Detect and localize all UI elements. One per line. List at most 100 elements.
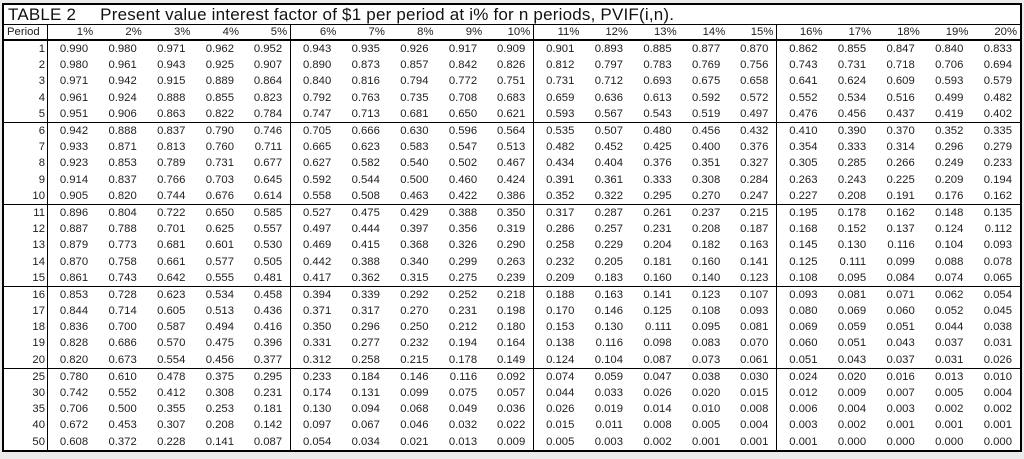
pvif-value-cell: 0.906 bbox=[108, 107, 137, 120]
pvif-value-cell: 0.232 bbox=[400, 337, 429, 350]
pvif-value-cell: 0.434 bbox=[533, 155, 583, 172]
pvif-value-cell: 0.004 bbox=[983, 387, 1012, 400]
pvif-value-cell: 0.516 bbox=[886, 91, 915, 104]
pvif-value-cell: 0.557 bbox=[253, 223, 283, 236]
pvif-value-cell: 0.215 bbox=[400, 353, 429, 366]
pvif-value-cell: 0.552 bbox=[776, 89, 826, 106]
table-title: TABLE 2 Present value interest factor of … bbox=[4, 5, 1020, 25]
pvif-value-cell: 0.317 bbox=[351, 305, 380, 318]
pvif-value-cell: 0.714 bbox=[108, 305, 137, 318]
pvif-value-cell: 0.046 bbox=[400, 419, 429, 432]
pvif-value-cell: 0.001 bbox=[935, 419, 964, 432]
table-row: 5 0.951 0.906 0.863 0.822 0.784 0.747 0.713 0.68… bbox=[4, 105, 1020, 123]
pvif-value-cell: 0.923 bbox=[59, 157, 89, 170]
pvif-value-cell: 0.555 bbox=[205, 271, 234, 284]
rate-column-header: 14% bbox=[679, 25, 729, 41]
pvif-value-cell: 0.564 bbox=[485, 121, 534, 140]
rate-column-header: 3% bbox=[144, 25, 194, 41]
pvif-value-cell: 0.415 bbox=[351, 239, 380, 252]
rate-column-header: 15% bbox=[728, 25, 777, 41]
pvif-value-cell: 0.097 bbox=[290, 417, 340, 434]
pvif-value-cell: 0.228 bbox=[157, 435, 186, 448]
pvif-value-cell: 0.000 bbox=[983, 435, 1012, 448]
pvif-value-cell: 0.026 bbox=[533, 401, 583, 418]
pvif-value-cell: 0.961 bbox=[108, 59, 137, 72]
pvif-value-cell: 0.104 bbox=[594, 353, 623, 366]
pvif-value-cell: 0.019 bbox=[594, 403, 623, 416]
pvif-value-cell: 0.507 bbox=[582, 121, 631, 140]
pvif-value-cell: 0.429 bbox=[387, 203, 437, 222]
pvif-value-cell: 0.057 bbox=[496, 387, 526, 400]
pvif-value-cell: 0.592 bbox=[290, 171, 340, 188]
pvif-value-cell: 0.422 bbox=[448, 189, 478, 202]
pvif-value-cell: 0.896 bbox=[47, 203, 97, 222]
pvif-value-cell: 0.784 bbox=[253, 107, 283, 120]
pvif-value-cell: 0.227 bbox=[776, 187, 826, 205]
pvif-value-cell: 0.084 bbox=[886, 271, 915, 284]
pvif-value-cell: 0.593 bbox=[533, 105, 583, 123]
pvif-value-cell: 0.609 bbox=[886, 75, 915, 88]
pvif-value-cell: 0.703 bbox=[205, 173, 234, 186]
pvif-value-cell: 0.705 bbox=[290, 121, 340, 140]
rate-column-header: 8% bbox=[387, 25, 437, 41]
pvif-value-cell: 0.013 bbox=[922, 367, 972, 385]
table-row: 3 0.971 0.942 0.915 0.889 0.864 0.840 0.816 0.79… bbox=[4, 73, 1020, 90]
period-cell: 15 bbox=[4, 269, 48, 287]
pvif-value-cell: 0.864 bbox=[253, 75, 283, 88]
pvif-value-cell: 0.078 bbox=[983, 255, 1012, 268]
pvif-value-cell: 0.596 bbox=[436, 121, 486, 140]
pvif-value-cell: 0.059 bbox=[837, 321, 867, 334]
pvif-value-cell: 0.789 bbox=[157, 157, 186, 170]
pvif-value-cell: 0.425 bbox=[643, 141, 672, 154]
pvif-value-cell: 0.636 bbox=[594, 91, 623, 104]
pvif-value-cell: 0.052 bbox=[935, 305, 964, 318]
pvif-value-cell: 0.708 bbox=[448, 91, 478, 104]
table-row: 11 0.896 0.804 0.722 0.650 0.585 0.527 0.475 0.4… bbox=[4, 203, 1020, 222]
pvif-value-cell: 0.184 bbox=[339, 367, 388, 385]
pvif-value-cell: 0.142 bbox=[253, 419, 283, 432]
pvif-value-cell: 0.362 bbox=[351, 271, 380, 284]
pvif-value-cell: 0.502 bbox=[448, 157, 478, 170]
pvif-value-cell: 0.482 bbox=[533, 139, 583, 156]
pvif-value-cell: 0.870 bbox=[740, 43, 769, 56]
pvif-value-cell: 0.069 bbox=[776, 319, 826, 336]
pvif-value-cell: 0.535 bbox=[533, 121, 583, 140]
pvif-value-cell: 0.258 bbox=[533, 237, 583, 254]
period-column-header: Period bbox=[4, 25, 48, 41]
pvif-value-cell: 0.456 bbox=[679, 121, 729, 140]
pvif-value-cell: 0.270 bbox=[691, 189, 721, 202]
pvif-value-cell: 0.641 bbox=[776, 73, 826, 90]
pvif-value-cell: 0.104 bbox=[935, 239, 964, 252]
rate-column-header: 18% bbox=[874, 25, 923, 41]
pvif-value-cell: 0.552 bbox=[108, 387, 137, 400]
period-cell: 18 bbox=[4, 319, 48, 336]
pvif-value-cell: 0.572 bbox=[740, 91, 769, 104]
period-cell: 30 bbox=[4, 384, 48, 402]
pvif-value-cell: 0.087 bbox=[253, 435, 283, 448]
pvif-value-cell: 0.460 bbox=[448, 173, 478, 186]
pvif-value-cell: 0.672 bbox=[59, 419, 89, 432]
pvif-value-cell: 0.665 bbox=[290, 139, 340, 156]
pvif-value-cell: 0.073 bbox=[691, 353, 721, 366]
pvif-value-cell: 0.299 bbox=[448, 255, 478, 268]
pvif-value-cell: 0.394 bbox=[290, 285, 340, 303]
pvif-value-cell: 0.183 bbox=[594, 271, 623, 284]
pvif-value-cell: 0.249 bbox=[935, 157, 964, 170]
pvif-value-cell: 0.480 bbox=[631, 121, 680, 140]
pvif-value-cell: 0.007 bbox=[886, 387, 915, 400]
pvif-value-cell: 0.686 bbox=[108, 337, 137, 350]
pvif-value-cell: 0.962 bbox=[205, 43, 234, 56]
pvif-value-cell: 0.370 bbox=[874, 121, 923, 140]
pvif-value-cell: 0.412 bbox=[157, 387, 186, 400]
pvif-value-cell: 0.322 bbox=[594, 189, 623, 202]
pvif-value-cell: 0.130 bbox=[594, 321, 623, 334]
pvif-value-cell: 0.295 bbox=[242, 367, 291, 385]
pvif-value-cell: 0.907 bbox=[253, 59, 283, 72]
pvif-value-cell: 0.124 bbox=[935, 223, 964, 236]
pvif-value-cell: 0.024 bbox=[776, 367, 826, 385]
pvif-value-cell: 0.009 bbox=[837, 387, 867, 400]
pvif-value-cell: 0.816 bbox=[351, 75, 380, 88]
pvif-value-cell: 0.000 bbox=[886, 435, 915, 448]
pvif-value-cell: 0.624 bbox=[837, 75, 867, 88]
pvif-value-cell: 0.494 bbox=[205, 321, 234, 334]
